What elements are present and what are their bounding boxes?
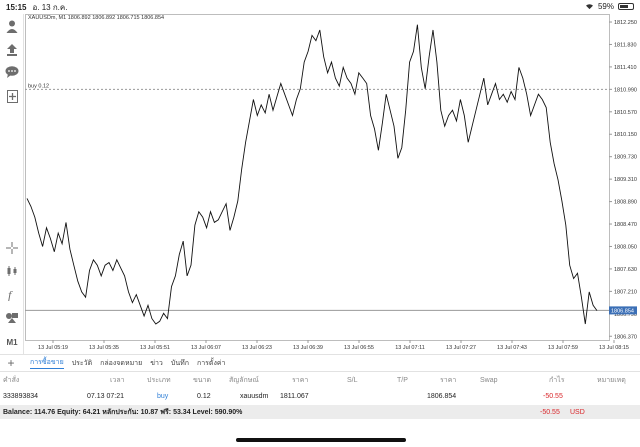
add-icon[interactable]: + [7, 356, 15, 370]
trade-table-header: คำสั่ง เวลา ประเภท ขนาด สัญลักษณ์ ราคา S… [0, 373, 640, 387]
col-comment: หมายเหตุ [597, 376, 626, 384]
svg-text:f: f [8, 288, 13, 301]
terminal-tabs: + การซื้อขาย ประวัติ กล่องจดหมาย ข่าว บั… [0, 354, 640, 372]
y-tick-label: 1810.570 [614, 110, 637, 116]
y-tick-label: 1812.250 [614, 20, 637, 26]
y-tick-label: 1811.410 [614, 65, 637, 71]
left-toolbar: f M1 [0, 14, 24, 354]
col-sl: S/L [347, 376, 358, 384]
tab-journal[interactable]: บันทึก [170, 359, 189, 367]
y-tick-label: 1810.990 [614, 87, 637, 93]
x-tick-label: 13 Jul 07:59 [548, 345, 578, 351]
x-tick-label: 13 Jul 06:07 [191, 345, 221, 351]
tab-trade[interactable]: การซื้อขาย [30, 357, 64, 369]
y-tick-label: 1810.150 [614, 132, 637, 138]
function-icon[interactable]: f [4, 286, 20, 302]
order-current-price: 1806.854 [427, 392, 457, 400]
y-tick-label: 1809.730 [614, 155, 637, 161]
y-tick-label: 1808.050 [614, 244, 637, 250]
x-tick-label: 13 Jul 05:35 [89, 345, 119, 351]
upload-icon[interactable] [4, 42, 20, 58]
order-symbol: xauusdm [240, 392, 269, 400]
status-indicators: 59% [585, 2, 634, 11]
x-tick-label: 13 Jul 06:55 [344, 345, 374, 351]
tab-history[interactable]: ประวัติ [71, 359, 93, 367]
y-tick-label: 1806.370 [614, 334, 637, 340]
battery-percent: 59% [597, 2, 614, 11]
x-tick-label: 13 Jul 07:27 [446, 345, 476, 351]
tab-news[interactable]: ข่าว [150, 359, 163, 367]
status-date: อ. 13 ก.ค. [32, 2, 68, 12]
current-price-label: 1806.854 [611, 308, 634, 314]
price-series-line [26, 24, 598, 325]
battery-icon [618, 3, 634, 10]
col-swap: Swap [480, 376, 498, 384]
person-icon[interactable] [4, 18, 20, 34]
col-symbol: สัญลักษณ์ [229, 376, 259, 384]
y-tick-label: 1811.830 [614, 42, 637, 48]
status-bar: 15:15 อ. 13 ก.ค. 59% [0, 0, 640, 14]
col-type: ประเภท [147, 376, 171, 384]
order-size: 0.12 [197, 392, 211, 400]
status-time: 15:15 [6, 2, 27, 12]
y-tick-label: 1806.790 [614, 312, 637, 318]
order-type: buy [157, 392, 169, 400]
x-tick-label: 13 Jul 05:19 [38, 345, 68, 351]
y-tick-label: 1807.210 [614, 289, 637, 295]
order-profit: -50.55 [543, 392, 563, 400]
x-tick-label: 13 Jul 07:11 [395, 345, 425, 351]
balance-bar: Balance: 114.76 Equity: 64.21 หลักประกัน… [0, 405, 640, 419]
col-profit: กำไร [549, 376, 565, 384]
wifi-icon [585, 4, 593, 10]
col-tp: T/P [397, 376, 408, 384]
add-page-icon[interactable] [4, 88, 20, 104]
y-tick-label: 1808.470 [614, 222, 637, 228]
chat-icon[interactable] [4, 64, 20, 80]
x-tick-label: 13 Jul 07:43 [497, 345, 527, 351]
timeframe-m1[interactable]: M1 [6, 337, 18, 347]
chart-frame [25, 14, 610, 341]
tab-settings[interactable]: การตั้งค่า [196, 359, 226, 367]
col-order: คำสั่ง [3, 376, 20, 384]
order-time: 07.13 07:21 [87, 392, 124, 400]
balance-summary: Balance: 114.76 Equity: 64.21 หลักประกัน… [3, 408, 243, 416]
current-price-tag [609, 306, 637, 315]
x-tick-label: 13 Jul 08:15 [599, 345, 629, 351]
tab-mailbox[interactable]: กล่องจดหมาย [100, 359, 143, 367]
objects-icon[interactable] [4, 310, 20, 326]
col-open-price: ราคา [292, 376, 309, 384]
total-profit: -50.55 [540, 408, 560, 416]
crosshair-icon[interactable] [4, 240, 20, 256]
home-indicator [236, 438, 406, 442]
order-open-price: 1811.067 [280, 392, 309, 400]
buy-level-label: buy 0.12 [28, 83, 49, 89]
x-tick-label: 13 Jul 06:39 [293, 345, 323, 351]
y-tick-label: 1808.890 [614, 200, 637, 206]
col-price: ราคา [440, 376, 457, 384]
col-time: เวลา [110, 376, 125, 384]
order-ticket: 333893834 [3, 392, 39, 400]
x-tick-label: 13 Jul 06:23 [242, 345, 272, 351]
x-tick-label: 13 Jul 05:51 [140, 345, 170, 351]
profit-currency: USD [570, 408, 585, 416]
table-row[interactable]: 333893834 07.13 07:21 buy 0.12 xauusdm 1… [0, 387, 640, 405]
battery-fill [620, 5, 628, 8]
y-tick-label: 1809.310 [614, 177, 637, 183]
y-tick-label: 1807.630 [614, 267, 637, 273]
col-size: ขนาด [193, 376, 212, 384]
candles-icon[interactable] [4, 263, 20, 279]
price-chart[interactable]: 1812.250 1811.830 1811.410 1810.990 1810.570… [25, 14, 640, 354]
chart-title: XAUUSDm, M1 1806.892 1806.892 1806.715 1… [28, 15, 165, 21]
